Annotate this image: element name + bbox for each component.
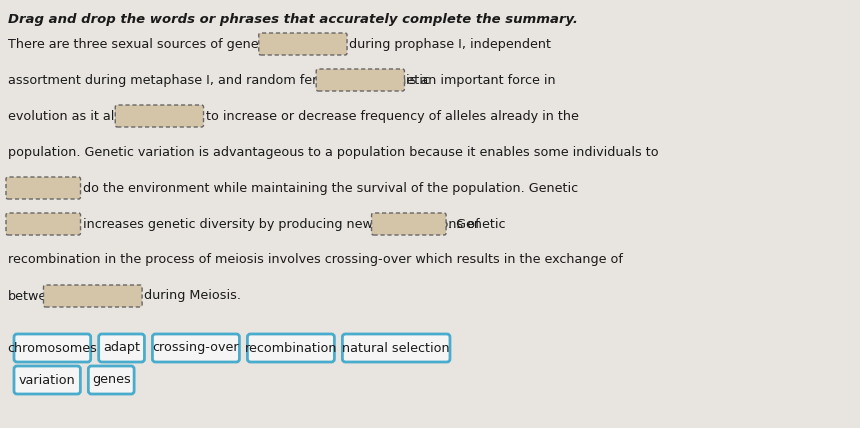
FancyBboxPatch shape xyxy=(14,334,90,362)
Text: adapt: adapt xyxy=(103,342,140,354)
FancyBboxPatch shape xyxy=(316,69,404,91)
Text: during prophase I, independent: during prophase I, independent xyxy=(349,38,551,51)
Text: do the environment while maintaining the survival of the population. Genetic: do the environment while maintaining the… xyxy=(83,181,578,194)
FancyBboxPatch shape xyxy=(152,334,239,362)
Text: recombination: recombination xyxy=(244,342,337,354)
FancyBboxPatch shape xyxy=(6,177,81,199)
Text: variation: variation xyxy=(19,374,76,386)
FancyBboxPatch shape xyxy=(372,213,446,235)
Text: natural selection: natural selection xyxy=(342,342,450,354)
FancyBboxPatch shape xyxy=(115,105,204,127)
Text: genes: genes xyxy=(92,374,131,386)
Text: is an important force in: is an important force in xyxy=(407,74,556,86)
FancyBboxPatch shape xyxy=(89,366,134,394)
Text: There are three sexual sources of genetic variation:: There are three sexual sources of geneti… xyxy=(8,38,340,51)
FancyBboxPatch shape xyxy=(14,366,80,394)
Text: chromosomes: chromosomes xyxy=(8,342,97,354)
Text: population. Genetic variation is advantageous to a population because it enables: population. Genetic variation is advanta… xyxy=(8,146,659,158)
Text: Drag and drop the words or phrases that accurately complete the summary.: Drag and drop the words or phrases that … xyxy=(8,13,578,26)
Text: between: between xyxy=(8,289,64,303)
Text: increases genetic diversity by producing new combinations of: increases genetic diversity by producing… xyxy=(83,217,479,231)
Text: . Genetic: . Genetic xyxy=(448,217,506,231)
FancyBboxPatch shape xyxy=(259,33,347,55)
Text: crossing-over: crossing-over xyxy=(152,342,239,354)
Text: assortment during metaphase I, and random fertilization. Genetic: assortment during metaphase I, and rando… xyxy=(8,74,430,86)
FancyBboxPatch shape xyxy=(342,334,450,362)
FancyBboxPatch shape xyxy=(6,213,81,235)
Text: recombination in the process of meiosis involves crossing-over which results in : recombination in the process of meiosis … xyxy=(8,253,623,267)
FancyBboxPatch shape xyxy=(44,285,142,307)
Text: during Meiosis.: during Meiosis. xyxy=(144,289,241,303)
Text: to increase or decrease frequency of alleles already in the: to increase or decrease frequency of all… xyxy=(206,110,579,122)
Text: evolution as it allows: evolution as it allows xyxy=(8,110,143,122)
FancyBboxPatch shape xyxy=(248,334,335,362)
FancyBboxPatch shape xyxy=(99,334,144,362)
